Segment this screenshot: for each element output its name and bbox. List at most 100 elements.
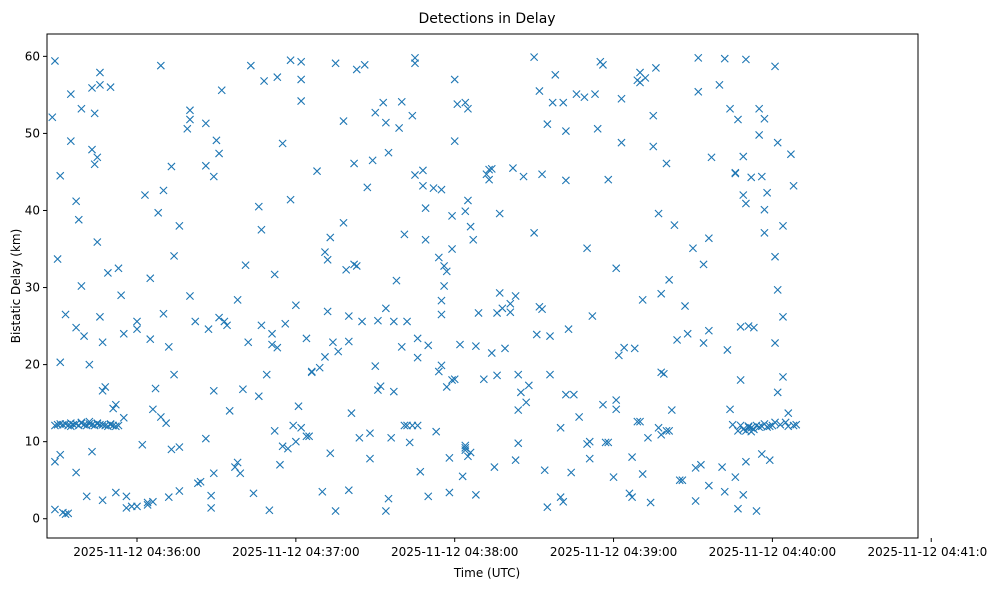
data-point	[207, 503, 216, 512]
data-point	[506, 299, 515, 308]
data-point	[191, 317, 200, 326]
data-point	[638, 295, 647, 304]
data-point	[720, 54, 729, 63]
data-point	[307, 368, 316, 377]
data-point	[778, 221, 787, 230]
data-point	[601, 438, 610, 447]
y-tick-label: 10	[25, 435, 40, 449]
data-point	[612, 396, 621, 405]
data-point	[183, 124, 192, 133]
data-point	[747, 173, 756, 182]
data-point	[133, 325, 142, 334]
data-point	[569, 390, 578, 399]
data-point	[707, 153, 716, 162]
data-point	[646, 498, 655, 507]
data-point	[355, 433, 364, 442]
data-point	[119, 413, 128, 422]
data-point	[673, 335, 682, 344]
data-point	[733, 426, 742, 435]
data-point	[437, 361, 446, 370]
data-point	[744, 423, 753, 432]
data-point	[620, 343, 629, 352]
data-point	[432, 427, 441, 436]
data-point	[82, 492, 91, 501]
data-point	[519, 172, 528, 181]
data-point	[498, 304, 507, 313]
data-point	[151, 384, 160, 393]
data-point	[654, 209, 663, 218]
data-point	[376, 382, 385, 391]
data-point	[273, 343, 282, 352]
data-point	[561, 176, 570, 185]
data-point	[445, 488, 454, 497]
data-point	[463, 104, 472, 113]
data-point	[588, 312, 597, 321]
data-point	[334, 347, 343, 356]
data-point	[302, 432, 311, 441]
data-point	[749, 323, 758, 332]
data-point	[265, 506, 274, 515]
data-point	[291, 437, 300, 446]
data-point	[373, 316, 382, 325]
data-point	[585, 454, 594, 463]
data-point	[117, 291, 126, 300]
data-point	[257, 225, 266, 234]
data-point	[561, 127, 570, 136]
data-point	[641, 73, 650, 82]
data-point	[461, 446, 470, 455]
data-point	[286, 56, 295, 65]
data-point	[411, 171, 419, 180]
data-point	[167, 445, 176, 454]
data-point	[789, 181, 798, 190]
data-point	[413, 353, 422, 362]
data-point	[741, 199, 750, 208]
data-point	[726, 104, 735, 113]
data-point	[148, 405, 157, 414]
data-point	[765, 422, 774, 431]
data-point	[755, 130, 764, 139]
data-point	[448, 245, 457, 253]
chart-title: Detections in Delay	[418, 11, 555, 27]
data-point	[392, 276, 401, 285]
data-point	[493, 371, 502, 380]
data-point	[450, 375, 459, 384]
data-point	[411, 53, 419, 62]
data-point	[591, 90, 600, 99]
data-point	[379, 98, 388, 107]
data-point	[771, 418, 780, 427]
x-tick-label: 2025-11-12 04:39:00	[550, 545, 677, 559]
data-point	[699, 260, 708, 269]
data-point	[739, 152, 748, 161]
data-point	[201, 434, 210, 443]
x-tick-label: 2025-11-12 04:36:00	[73, 545, 200, 559]
data-point	[678, 476, 687, 485]
data-point	[416, 467, 425, 476]
data-point	[691, 497, 700, 505]
data-point	[731, 168, 740, 177]
data-point	[535, 87, 544, 96]
data-point	[88, 83, 96, 92]
data-point	[763, 188, 772, 197]
data-point	[657, 289, 666, 298]
data-point	[114, 264, 123, 273]
data-point	[373, 386, 382, 395]
data-point	[175, 487, 184, 495]
data-point	[776, 420, 785, 429]
data-point	[326, 449, 335, 458]
data-point	[495, 209, 504, 218]
data-point	[612, 264, 621, 273]
data-point	[90, 109, 99, 118]
data-point	[456, 340, 464, 349]
data-point	[156, 61, 165, 70]
data-point	[331, 59, 340, 68]
data-point	[80, 332, 89, 341]
data-point	[628, 493, 637, 502]
data-point	[580, 93, 589, 102]
data-point	[659, 369, 668, 378]
data-point	[469, 235, 478, 244]
data-point	[365, 454, 374, 463]
data-point	[384, 148, 393, 157]
data-point	[413, 334, 422, 343]
data-point	[461, 207, 470, 216]
data-point	[358, 317, 367, 326]
